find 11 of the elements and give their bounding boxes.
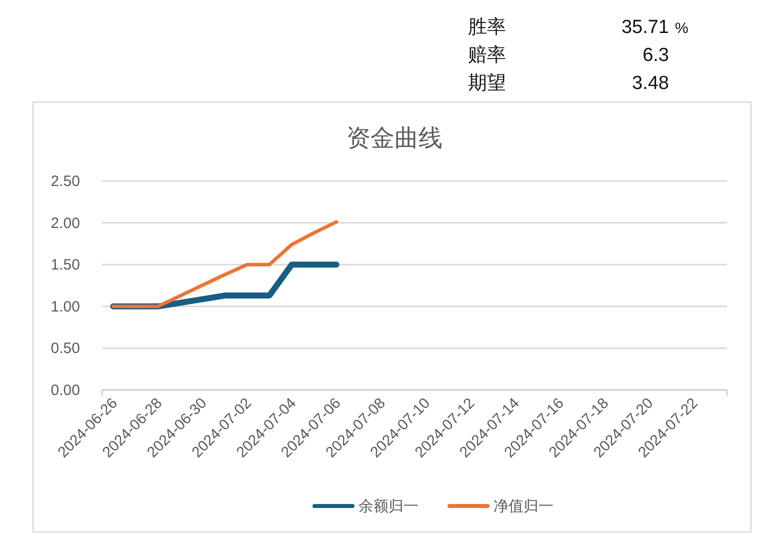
y-tick-label: 2.00 xyxy=(50,214,80,232)
legend-label: 余额归一 xyxy=(358,498,418,515)
spreadsheet-cells: 胜率 35.71 % 赔率 6.3 期望 3.48 xyxy=(468,17,688,94)
y-tick-label: 1.50 xyxy=(50,256,80,274)
y-tick-label: 0.50 xyxy=(50,340,80,358)
y-tick-label: 1.00 xyxy=(50,298,80,316)
chart-title: 资金曲线 xyxy=(346,125,442,152)
y-tick-label: 2.50 xyxy=(50,173,80,190)
legend-label: 净值归一 xyxy=(494,498,554,515)
line-series xyxy=(111,220,338,308)
y-tick-label: 0.00 xyxy=(50,382,80,399)
